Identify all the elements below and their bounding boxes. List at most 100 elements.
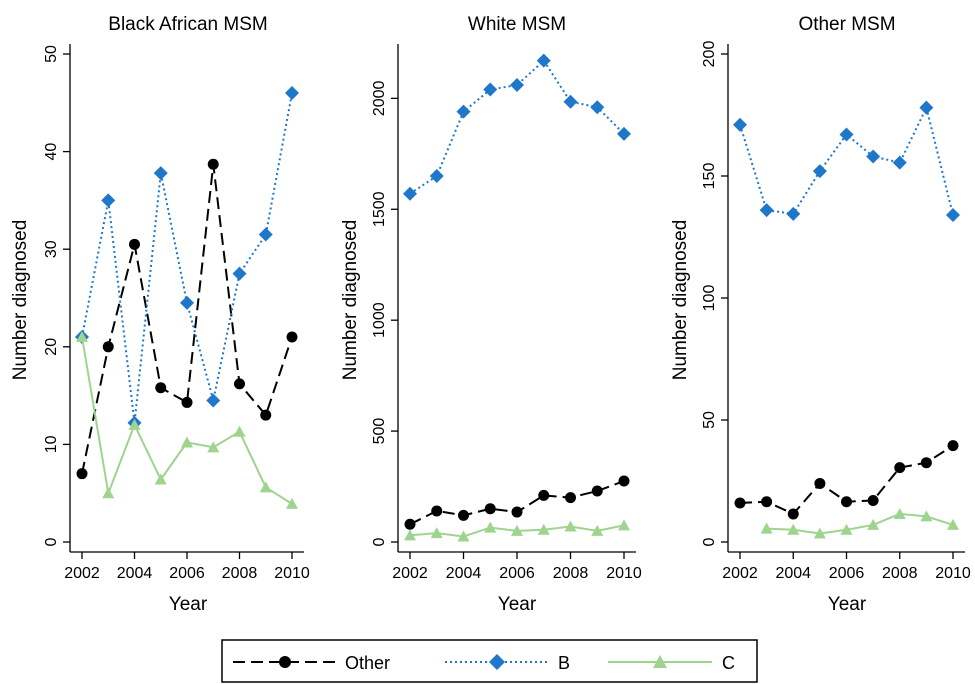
y-tick-label: 30 [43, 240, 60, 258]
y-tick-label: 0 [43, 537, 60, 546]
data-point-other [867, 495, 879, 507]
data-point-other [734, 497, 746, 509]
data-point-c [867, 518, 880, 530]
plot-area [733, 100, 960, 539]
data-point-other [920, 457, 932, 469]
panel-title: White MSM [468, 14, 566, 35]
x-tick-label: 2004 [775, 565, 811, 582]
plot-area [75, 86, 299, 509]
data-point-other [761, 496, 773, 508]
x-tick-label: 2004 [117, 565, 153, 582]
series-line-b [739, 104, 954, 216]
data-point-c [128, 418, 141, 430]
x-tick-label: 2006 [499, 565, 535, 582]
y-tick-label: 1500 [371, 191, 388, 227]
ticks-group: 0 50 100 150 200 2002 2004 2006 2008 2010 [701, 41, 971, 582]
y-axis-label: Number diagnosed [10, 220, 31, 381]
data-point-c [840, 523, 853, 535]
data-point-c [787, 523, 800, 535]
plot-area [403, 53, 631, 542]
data-point-c [404, 529, 416, 541]
data-point-b [483, 82, 498, 97]
data-point-b [812, 164, 827, 179]
x-axis-label: Year [828, 594, 867, 615]
data-point-b [839, 127, 854, 142]
data-point-c [102, 487, 115, 499]
y-tick-label: 0 [701, 537, 718, 546]
x-tick-label: 2008 [222, 565, 258, 582]
data-point-b [206, 393, 221, 408]
y-tick-label: 100 [701, 285, 718, 312]
data-point-b [563, 94, 578, 109]
data-point-c [591, 524, 604, 536]
data-point-b [590, 100, 605, 115]
data-point-other [207, 158, 219, 170]
x-tick-label: 2006 [829, 565, 865, 582]
data-point-b [285, 86, 299, 101]
series-line-b [81, 92, 293, 424]
legend-swatch-marker [279, 656, 291, 668]
data-point-c [564, 520, 577, 532]
data-point-b [759, 203, 774, 218]
x-axis-label: Year [169, 594, 208, 615]
data-point-other [538, 489, 550, 501]
data-point-b [919, 100, 934, 115]
series-line-b [409, 59, 625, 195]
legend-item-other: Other [233, 653, 390, 673]
x-tick-label: 2010 [274, 565, 310, 582]
data-point-c [537, 523, 550, 535]
data-point-b [892, 155, 907, 170]
legend-item-b: B [445, 653, 570, 673]
data-point-b [536, 53, 551, 68]
y-axis-label: Number diagnosed [340, 220, 361, 381]
y-axis-label: Number diagnosed [670, 220, 691, 381]
y-tick-label: 500 [371, 418, 388, 445]
data-point-other [511, 506, 523, 518]
y-tick-label: 2000 [371, 80, 388, 116]
data-point-other [841, 496, 852, 508]
data-point-b [232, 266, 247, 281]
data-point-other [155, 382, 167, 394]
data-point-b [403, 186, 417, 201]
x-tick-label: 2008 [553, 565, 589, 582]
data-point-c [920, 510, 933, 522]
panel-black-african-msm: Black African MSM Number diagnosed Year … [10, 14, 310, 615]
data-point-b [153, 166, 168, 181]
data-point-c [207, 441, 220, 453]
legend-swatch-marker [489, 654, 505, 670]
ticks-group: 0 10 20 30 40 50 2002 2004 2006 2008 2010 [43, 44, 310, 582]
data-point-c [618, 519, 630, 531]
data-point-other [787, 508, 799, 520]
legend: Other B C [221, 639, 758, 683]
legend-swatch-marker [653, 655, 667, 668]
y-tick-label: 40 [43, 143, 60, 161]
y-tick-label: 200 [701, 41, 718, 68]
data-point-c [484, 521, 497, 533]
data-point-b [429, 169, 444, 183]
data-point-other [260, 409, 272, 421]
x-axis-label: Year [498, 594, 537, 615]
x-tick-label: 2006 [169, 565, 205, 582]
legend-label: B [558, 653, 570, 673]
series-line-c [81, 336, 293, 505]
y-tick-label: 1000 [371, 302, 388, 338]
data-point-b [786, 206, 801, 221]
y-tick-label: 0 [371, 537, 388, 546]
data-point-b [510, 78, 524, 93]
legend-item-c: C [608, 653, 735, 673]
y-tick-label: 20 [43, 338, 60, 356]
data-point-other [404, 518, 416, 530]
x-tick-label: 2002 [392, 565, 428, 582]
y-tick-label: 50 [701, 411, 718, 429]
series-line-other [81, 164, 293, 474]
data-point-other [814, 477, 826, 489]
data-point-other [565, 492, 576, 504]
x-tick-label: 2002 [722, 565, 758, 582]
data-point-c [511, 524, 523, 536]
y-tick-label: 10 [43, 435, 60, 453]
data-point-other [894, 462, 906, 474]
data-point-c [286, 497, 298, 509]
panel-title: Other MSM [798, 14, 895, 35]
data-point-b [946, 208, 960, 223]
